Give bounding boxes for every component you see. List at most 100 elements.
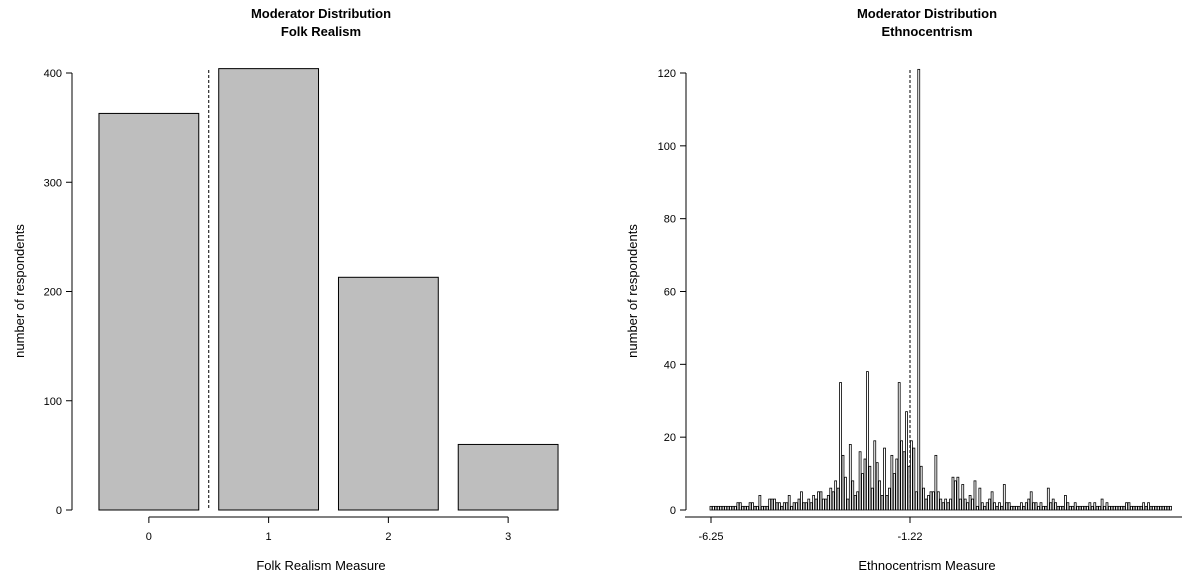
bar: [729, 505, 732, 511]
bar: [853, 495, 857, 511]
bar: [1122, 505, 1126, 511]
bar: [1152, 505, 1155, 511]
bar: [1125, 502, 1128, 511]
y-tick-label-200: 200: [44, 287, 62, 299]
bar: [895, 458, 899, 511]
bar: [1049, 502, 1053, 511]
bar: [1090, 505, 1094, 511]
bar: [1164, 505, 1168, 511]
bar: [1103, 505, 1106, 511]
bar: [1112, 505, 1116, 511]
bar: [734, 505, 737, 511]
bar: [743, 505, 747, 511]
bar: [966, 502, 970, 511]
bar: [721, 505, 725, 511]
bar: [1015, 505, 1018, 511]
bar: [716, 505, 720, 511]
bar: [1073, 502, 1077, 511]
bar: [748, 502, 752, 511]
bar-2: [337, 276, 439, 511]
bar: [1110, 505, 1114, 511]
bar: [858, 451, 862, 511]
bar: [880, 495, 884, 511]
bar: [1098, 505, 1102, 511]
bar: [990, 491, 994, 511]
bar: [773, 498, 776, 511]
bar: [1144, 505, 1148, 511]
bar: [765, 505, 769, 511]
bar: [812, 495, 816, 511]
bar: [863, 458, 867, 511]
bar: [831, 491, 835, 511]
bar: [780, 505, 784, 511]
bar: [1132, 505, 1136, 511]
bar: [1156, 505, 1160, 511]
bar: [936, 491, 940, 511]
chart2-subtitle: Ethnocentrism: [881, 24, 972, 39]
bar: [968, 495, 972, 511]
bar: [822, 498, 825, 511]
bar: [792, 502, 796, 511]
bar: [941, 502, 945, 511]
bar: [775, 502, 779, 511]
x-tick-label-2: 2: [385, 531, 391, 543]
bar: [919, 465, 923, 511]
bar: [819, 491, 823, 511]
bar: [890, 454, 894, 511]
bar: [1051, 498, 1055, 511]
x-tick-label-0: 0: [146, 531, 152, 543]
bar: [1142, 502, 1146, 511]
bar: [797, 498, 801, 511]
bar: [988, 498, 992, 511]
bar: [917, 68, 921, 511]
bar: [814, 498, 818, 511]
bar: [836, 487, 840, 511]
bar: [719, 505, 723, 511]
x-tick-label-3: 3: [505, 531, 511, 543]
chart1-subtitle: Folk Realism: [281, 24, 361, 39]
y-tick-label-0: 0: [56, 505, 62, 517]
bar: [951, 476, 955, 511]
bar: [902, 451, 906, 511]
bar: [1056, 505, 1060, 511]
bar: [782, 502, 786, 511]
bar: [946, 502, 950, 511]
y-tick-label-100: 100: [44, 396, 62, 408]
ethnocentrism-panel: Moderator Distribution Ethnocentrism num…: [625, 6, 1182, 573]
bar: [1007, 502, 1011, 511]
bar: [914, 491, 918, 511]
bar: [1083, 505, 1087, 511]
chart2-bars: [709, 68, 1172, 511]
bar: [738, 502, 742, 511]
bar: [724, 505, 728, 511]
bar: [875, 462, 879, 511]
y-tick-label-20: 20: [664, 432, 676, 444]
bar: [1068, 505, 1072, 511]
bar: [1093, 502, 1097, 511]
bar: [934, 454, 938, 511]
bar: [1115, 505, 1119, 511]
bar: [736, 502, 740, 511]
bar: [910, 440, 913, 511]
bar: [1127, 502, 1131, 511]
bar: [924, 498, 928, 511]
bar: [897, 382, 901, 511]
bar: [1027, 498, 1031, 511]
bar: [1105, 502, 1109, 511]
y-tick-label-80: 80: [664, 214, 676, 226]
bar: [714, 505, 718, 511]
bar: [1044, 505, 1048, 511]
bar: [1042, 505, 1045, 511]
bar: [1017, 505, 1021, 511]
bar: [883, 447, 886, 511]
bar: [1095, 505, 1099, 511]
bar: [1022, 505, 1026, 511]
bar: [885, 495, 889, 511]
bar: [1020, 502, 1023, 511]
bar: [846, 498, 850, 511]
chart1-y-axis: 0 100 200 300 400: [44, 68, 73, 517]
bar: [878, 480, 882, 511]
x-tick-label--1.22: -1.22: [897, 531, 922, 543]
bar: [1071, 505, 1075, 511]
bar: [868, 465, 872, 511]
